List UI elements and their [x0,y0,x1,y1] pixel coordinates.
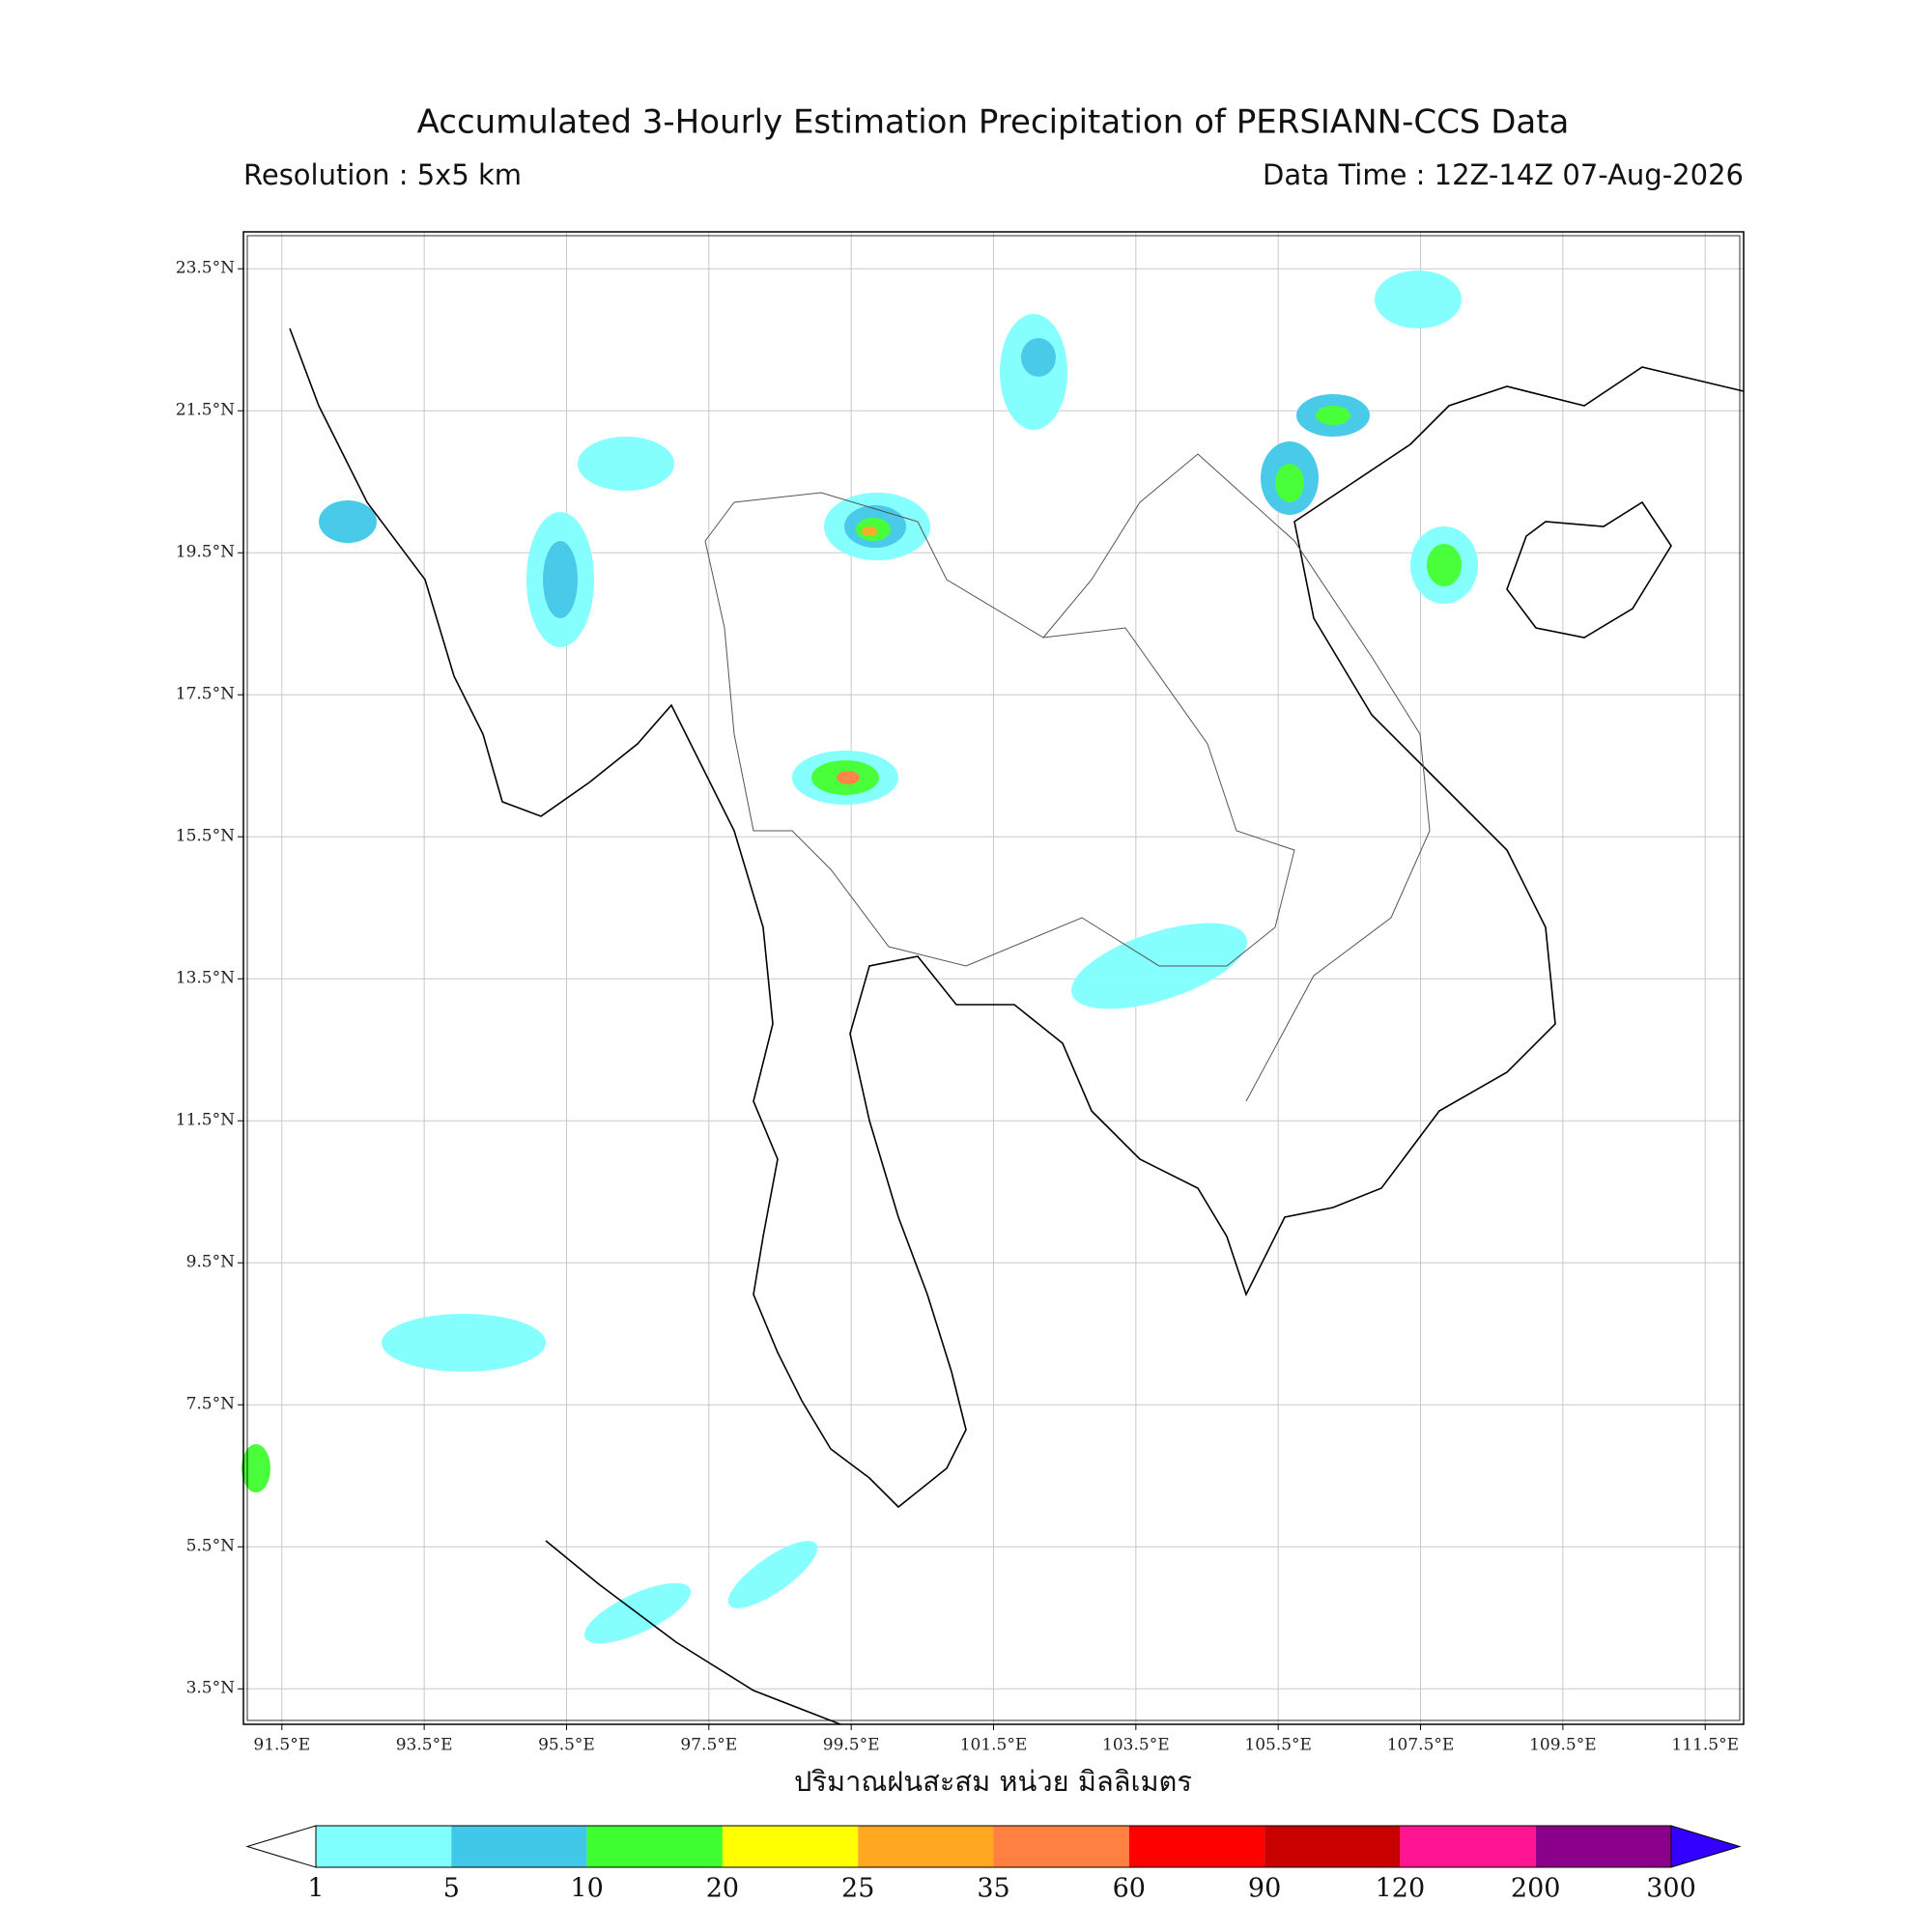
country-border [1042,453,1431,1102]
lon-tick-label: 105.5°E [1244,1736,1312,1755]
rain-area [319,500,377,543]
lon-tick-label: 93.5°E [396,1736,453,1755]
lon-tick-label: 109.5°E [1529,1736,1597,1755]
lat-tick-label: 5.5°N [186,1537,236,1556]
rain-area [727,1541,818,1608]
colorbar-under [245,1825,317,1868]
country-border [704,492,1295,967]
data-time: Data Time : 12Z-14Z 07-Aug-2026 [1263,158,1744,191]
rain-area [543,541,578,618]
lat-tick-label: 11.5°N [176,1111,235,1130]
lat-tick-label: 17.5°N [176,685,235,704]
lat-tick-label: 19.5°N [176,543,235,562]
lon-tick-label: 101.5°E [960,1736,1028,1755]
lat-tick-label: 13.5°N [176,969,235,988]
rain-field [242,270,1478,1644]
lat-tick-label: 15.5°N [176,827,235,846]
colorbar-level: 35 [977,1874,1009,1904]
colorbar-level: 20 [706,1874,739,1904]
colorbar-over [1670,1825,1742,1868]
rain-area [578,437,674,491]
legend-title: ปริมาณฝนสะสม หน่วย มิลลิเมตร [794,1765,1192,1798]
lon-tick-label: 107.5°E [1387,1736,1455,1755]
lon-tick-label: 91.5°E [253,1736,310,1755]
rain-area [1427,544,1462,586]
colorbar-segment [1264,1826,1401,1867]
rain-area [1316,406,1350,425]
lon-tick-label: 99.5°E [823,1736,880,1755]
lat-tick-label: 23.5°N [176,259,235,278]
rain-area [1375,270,1462,328]
colorbar-level: 200 [1511,1874,1561,1904]
coastline [289,327,1745,1509]
coastline [1506,500,1672,639]
lon-tick-label: 95.5°E [538,1736,595,1755]
lat-tick-label: 3.5°N [186,1679,236,1698]
rain-area [1021,338,1056,377]
colorbar-segment [993,1826,1129,1867]
rain-area [382,1314,546,1372]
lon-tick-label: 103.5°E [1102,1736,1170,1755]
lat-tick-label: 9.5°N [186,1253,236,1272]
rain-area [862,526,877,536]
colorbar-frame [315,1825,1672,1868]
lat-tick-label: 7.5°N [186,1395,236,1414]
colorbar-level: 25 [841,1874,874,1904]
map-frame [242,231,1745,1725]
colorbar-segment [1128,1826,1265,1867]
rain-area [837,771,860,784]
rain-area [242,1444,270,1492]
map-frame-inner [246,235,1741,1721]
colorbar-level: 10 [570,1874,603,1904]
colorbar-segment [451,1826,587,1867]
colorbar-level: 1 [307,1874,324,1904]
colorbar-level: 5 [443,1874,460,1904]
colorbar-segment [722,1826,859,1867]
lat-tick-label: 21.5°N [176,401,235,420]
colorbar-level: 120 [1376,1874,1426,1904]
colorbar-segment [586,1826,723,1867]
rain-area [1275,464,1304,502]
colorbar-level: 90 [1248,1874,1281,1904]
resolution: Resolution : 5x5 km [243,158,522,191]
colorbar-segment [1400,1826,1536,1867]
coastline [545,1540,841,1725]
colorbar-level: 60 [1113,1874,1146,1904]
colorbar-segment [858,1826,994,1867]
lon-tick-label: 97.5°E [680,1736,737,1755]
title: Accumulated 3-Hourly Estimation Precipit… [417,103,1570,142]
colorbar-segment [1535,1826,1671,1867]
lon-tick-label: 111.5°E [1671,1736,1739,1755]
colorbar-level: 300 [1646,1874,1696,1904]
colorbar-segment [316,1826,452,1867]
map [242,232,1745,1725]
